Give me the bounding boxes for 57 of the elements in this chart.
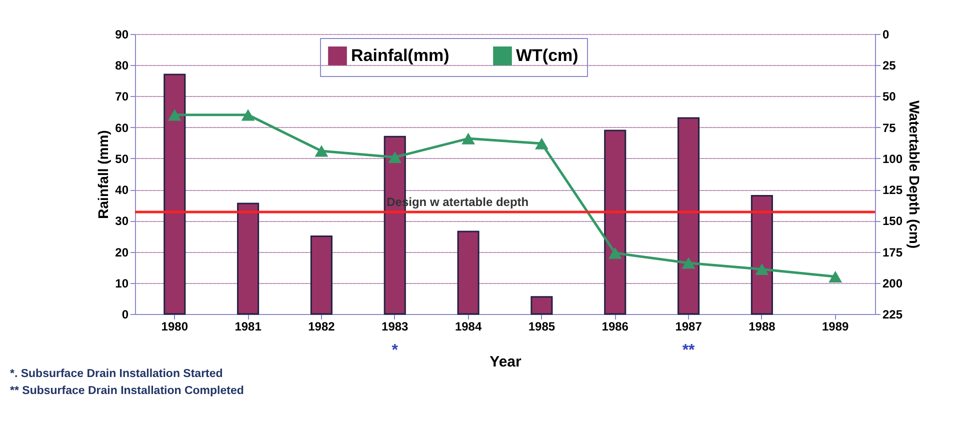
y-tick-label: 80 [115,58,129,73]
y2-tick-label: 50 [882,90,896,104]
point [241,109,255,121]
y-tick-label: 40 [115,183,129,198]
text: ** [682,342,696,359]
y2-axis-title: Watertable Depth (cm) [906,100,923,249]
y2-tick-label: 100 [882,152,903,166]
point [608,247,622,259]
x-tick-label: 1984 [454,320,482,334]
y-tick-label: 50 [115,152,129,166]
bar [530,296,553,315]
point [388,151,402,164]
text: *. Subsurface Drain Installation Started [10,368,223,380]
x-tick-label: 1982 [308,320,336,334]
y2-tick-label: 225 [882,308,903,322]
y2-tick-label: 150 [882,214,903,228]
point [755,263,769,276]
y2-tick-label: 200 [882,276,903,290]
point [682,257,696,269]
point [168,109,182,121]
y2-tick-label: 125 [882,183,903,198]
bar [604,130,626,315]
y2-tick-label: 0 [882,28,890,42]
y-tick-label: 60 [115,120,129,135]
bar [164,74,186,315]
x-tick-label: 1983 [382,320,409,334]
bar [678,117,700,315]
bar [237,202,260,315]
legend-label: Rainfal(mm) [351,46,450,65]
y-tick-label: 90 [115,28,129,42]
x-tick-label: 1981 [234,320,262,334]
text: * [392,342,399,359]
y-tick-label: 0 [122,308,129,322]
x-tick-label: 1987 [675,320,702,334]
x-axis-title: Year [490,354,522,370]
y2-tick-label: 25 [882,58,896,73]
y-tick-label: 70 [115,90,129,104]
x-tick-label: 1985 [528,320,556,334]
legend-label: WT(cm) [516,46,578,65]
x-tick-label: 1988 [748,320,776,334]
y-tick-label: 10 [115,276,129,290]
point [828,270,842,282]
text: ** Subsurface Drain Installation Completed [10,385,244,397]
bar [750,195,773,315]
x-tick-label: 1986 [602,320,629,334]
y2-tick-label: 175 [882,245,903,260]
point [314,145,328,157]
bar [310,235,332,315]
x-tick-label: 1989 [822,320,850,334]
x-tick-label: 1980 [161,320,188,334]
point [462,132,475,144]
point [535,138,548,150]
bar [457,230,480,315]
y-tick-label: 20 [115,245,129,260]
y-tick-label: 30 [115,214,129,228]
y2-tick-label: 75 [882,120,896,135]
y-axis-title: Rainfall (mm) [95,130,112,219]
